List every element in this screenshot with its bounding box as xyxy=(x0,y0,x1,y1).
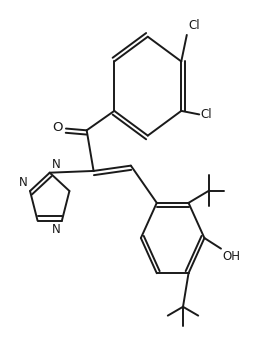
Text: OH: OH xyxy=(222,250,240,263)
Text: O: O xyxy=(53,121,63,134)
Text: Cl: Cl xyxy=(201,108,212,121)
Text: N: N xyxy=(52,158,61,171)
Text: N: N xyxy=(19,176,28,189)
Text: Cl: Cl xyxy=(188,19,200,32)
Text: N: N xyxy=(52,224,61,236)
